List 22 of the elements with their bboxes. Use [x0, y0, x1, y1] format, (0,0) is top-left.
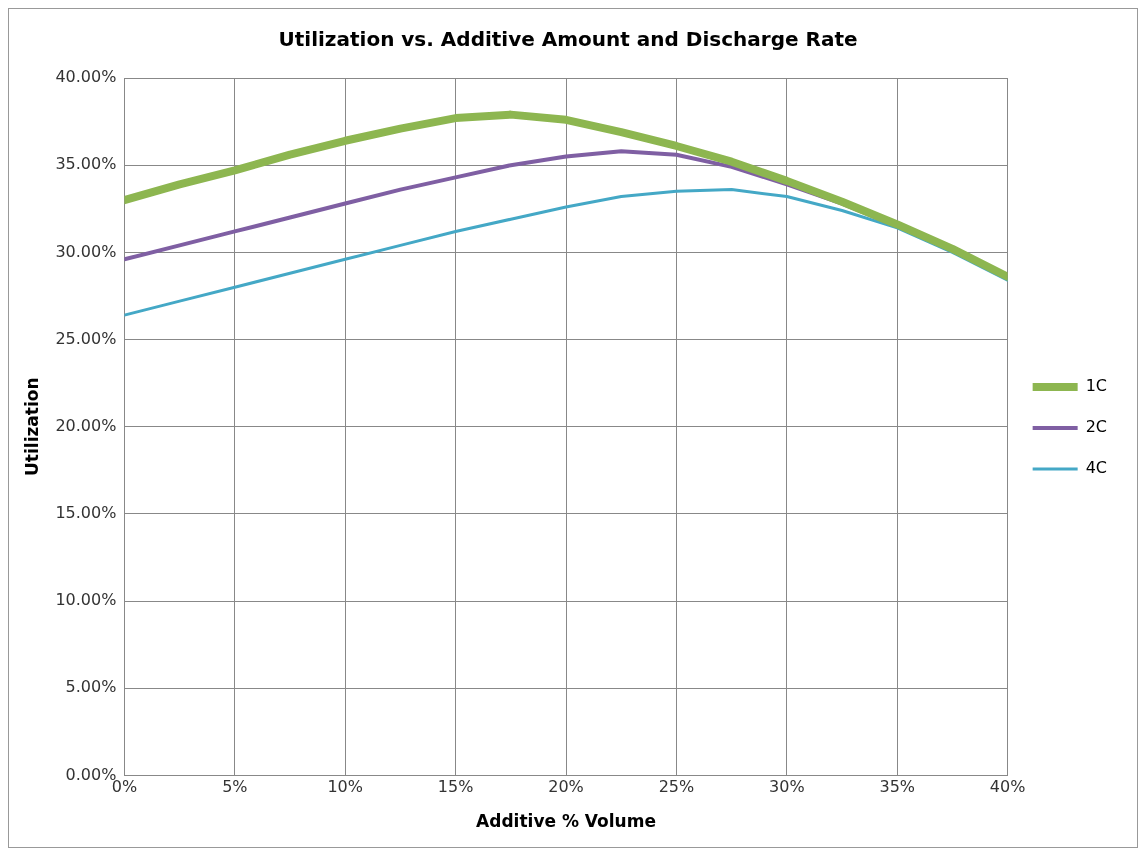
x-tick-label: 25%: [658, 777, 695, 797]
x-tick-label: 10%: [327, 777, 363, 797]
y-tick-label: 35.00%: [55, 154, 117, 174]
y-tick-label: 40.00%: [55, 67, 117, 87]
y-tick-label: 15.00%: [55, 503, 117, 523]
x-tick-label: 5%: [222, 777, 248, 797]
legend-label: 2C: [1085, 417, 1108, 437]
chart-title: Utilization vs. Additive Amount and Discharge Rate: [278, 27, 858, 52]
y-tick-label: 10.00%: [55, 590, 117, 610]
y-tick-label: 25.00%: [55, 328, 117, 348]
x-tick-label: 30%: [769, 777, 805, 797]
x-tick-label: 35%: [879, 777, 916, 797]
y-tick-label: 5.00%: [65, 677, 117, 697]
y-axis-title: Utilization: [21, 377, 42, 476]
x-tick-label: 15%: [437, 777, 474, 797]
x-tick-label: 20%: [548, 777, 584, 797]
x-axis-title: Additive % Volume: [476, 811, 656, 832]
x-tick-label: 40%: [989, 777, 1026, 797]
y-tick-label: 30.00%: [55, 241, 117, 261]
y-tick-label: 20.00%: [55, 415, 117, 435]
legend-label: 1C: [1085, 376, 1108, 396]
legend-label: 4C: [1085, 458, 1108, 478]
